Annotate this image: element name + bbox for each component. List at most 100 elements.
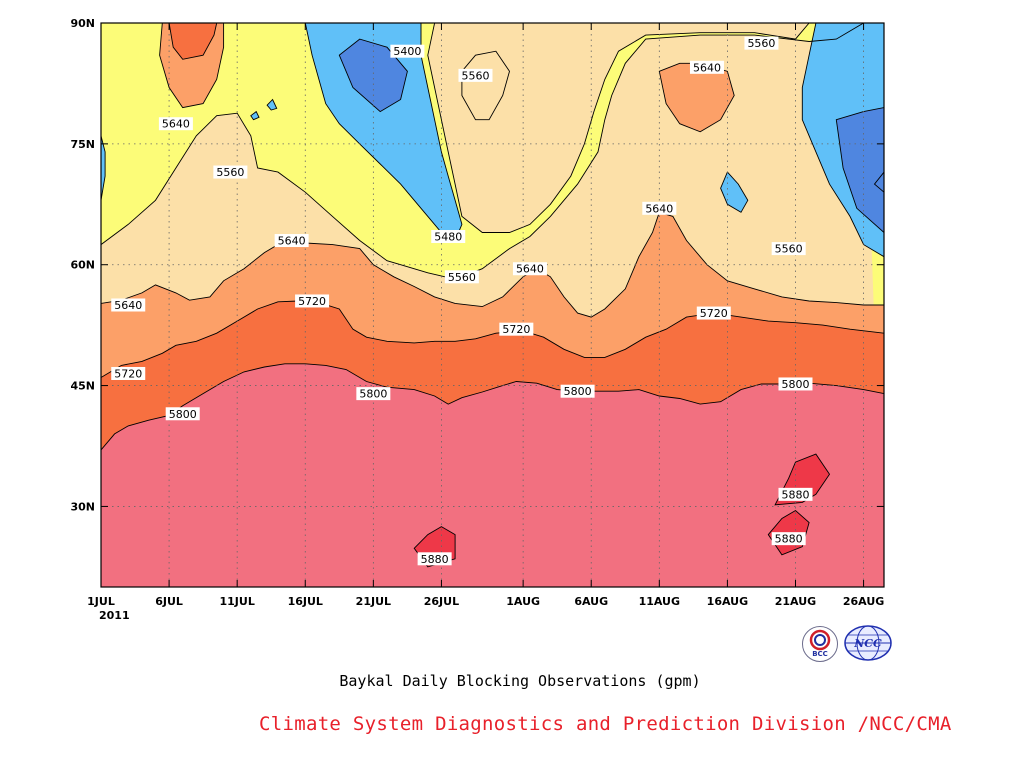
contour-label-box [560,384,595,398]
contour-label-value: 5720 [700,307,728,320]
contour-label: 5560 [444,270,479,284]
contour-fill-layer [101,23,884,587]
contour-label-value: 5720 [502,323,530,336]
contour-label-value: 5560 [448,271,476,284]
contour-label-value: 5560 [216,166,244,179]
contour-label: 5720 [696,306,731,320]
x-tick-label: 21AUG [775,595,816,608]
contour-label-box [213,165,248,179]
contour-label-value: 5800 [781,378,809,391]
contour-label: 5880 [771,532,806,546]
contour-label: 5880 [417,552,452,566]
contour-line-5560-north [427,23,810,233]
contour-label: 5640 [158,117,193,131]
x-tick-label: 21JUL [356,595,391,608]
x-tick-label: 6AUG [574,595,608,608]
y-tick-label: 45N [70,380,95,393]
contour-label: 5640 [689,60,724,74]
contour-label: 5800 [560,384,595,398]
contour-label-box [111,298,146,312]
contour-label-value: 5640 [516,263,544,276]
ncc-logo-text: NCC [853,637,882,650]
contour-label-value: 5560 [747,37,775,50]
contour-label-value: 5640 [114,299,142,312]
x-tick-label: 1AUG [506,595,540,608]
contour-label-box [689,60,724,74]
contour-label-value: 5880 [781,488,809,501]
contour-label-value: 5560 [461,69,489,82]
year-label: 2011 [99,609,130,622]
plot-frame [100,22,885,588]
contour-label-box [295,294,330,308]
contour-label-box [778,487,813,501]
contour-label: 5880 [778,487,813,501]
contour-label: 5800 [356,387,391,401]
contour-label-value: 5640 [278,235,306,248]
contour-label-box [111,366,146,380]
contour-label: 5640 [512,262,547,276]
contour-region-tiny-blue-1 [250,110,260,121]
x-tick-label: 1JUL [87,595,115,608]
contour-label-box [642,201,677,215]
contour-label-value: 5720 [114,367,142,380]
contour-label-layer: 5400 5560 5560 5640 5640 5560 5640 5480 5640 5560… [111,36,813,566]
x-tick-label: 26JUL [424,595,459,608]
y-tick-label: 60N [70,259,95,272]
contour-label: 5400 [390,44,425,58]
contour-region-lat-5400-1 [338,38,408,113]
contour-label: 5560 [771,242,806,256]
contour-label: 5800 [778,377,813,391]
contour-label-value: 5880 [775,533,803,546]
contour-region-edge-blue-2 [873,171,884,193]
contour-region-lat-5720-1 [168,23,218,60]
credit-line: Climate System Diagnostics and Predictio… [259,713,952,735]
band-5800-5880 [101,363,884,587]
contour-label-box [771,532,806,546]
contour-region-lat-5480-3 [720,171,749,213]
contour-label-box [512,262,547,276]
contour-label-box [444,270,479,284]
contour-label-box [165,407,200,421]
contour-label-box [771,242,806,256]
contour-label: 5640 [111,298,146,312]
contour-label: 5720 [499,322,534,336]
contour-label: 5560 [458,68,493,82]
contour-label-value: 5720 [298,295,326,308]
contour-label: 5560 [213,165,248,179]
chart-caption: Baykal Daily Blocking Observations (gpm) [339,672,701,690]
x-tick-label: 11JUL [220,595,255,608]
contour-line-5640-south [101,211,884,318]
x-tick-label: 26AUG [843,595,884,608]
contour-label-value: 5880 [421,553,449,566]
axis-tick-layer: 1JUL 6JUL 11JUL 16JUL 21JUL 26JUL 1AUG 6AUG 11AU… [70,17,884,608]
contour-label: 5800 [165,407,200,421]
bcc-logo-text: BCC [812,650,828,658]
contour-label-box [417,552,452,566]
ncc-globe-logo-icon: NCC [843,624,893,662]
contour-line-5800-south [101,363,884,451]
contour-label: 5720 [111,366,146,380]
bcc-logo-icon: BCC [801,625,839,663]
contour-label: 5480 [431,230,466,244]
grid-layer [101,23,884,587]
contour-label-box [274,234,309,248]
y-tick-label: 90N [70,17,95,30]
contour-region-tiny-blue-2 [266,98,278,111]
contour-label-value: 5480 [434,231,462,244]
contour-label: 5640 [642,201,677,215]
x-tick-label: 11AUG [639,595,680,608]
contour-region-lat-5560-1 [461,50,510,121]
x-tick-label: 6JUL [155,595,183,608]
contour-label-box [499,322,534,336]
y-tick-label: 30N [70,500,95,513]
x-tick-label: 16AUG [707,595,748,608]
contour-label-box [431,230,466,244]
contour-label-value: 5560 [775,243,803,256]
region-5560-5640-north [427,23,810,233]
contour-label-box [744,36,779,50]
contour-label-value: 5400 [393,45,421,58]
contour-label-box [158,117,193,131]
contour-region-edge-blue-1 [101,135,106,201]
contour-label-box [696,306,731,320]
